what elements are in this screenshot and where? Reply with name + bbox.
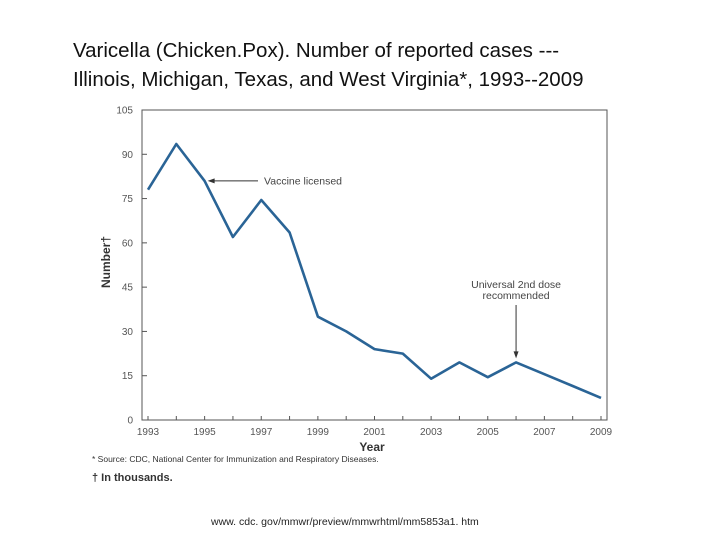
x-tick-label: 2005: [477, 427, 500, 438]
x-axis-title: Year: [359, 440, 385, 454]
y-tick-label: 75: [122, 194, 134, 205]
x-axis-ticks: 1993 1995 1997 1999 2001 2003 2005 2007 2009: [137, 416, 613, 438]
annotation-vaccine-licensed: Vaccine licensed: [207, 175, 342, 187]
x-tick-label: 2003: [420, 427, 443, 438]
y-tick-label: 15: [122, 371, 134, 382]
x-tick-label: 1993: [137, 427, 160, 438]
annotation-arrowhead: [513, 351, 519, 359]
y-tick-label: 60: [122, 238, 134, 249]
x-tick-label: 2001: [363, 427, 386, 438]
x-tick-label: 1995: [194, 427, 217, 438]
y-tick-label: 0: [127, 416, 133, 427]
annotation-second-dose: Universal 2nd dose recommended: [471, 279, 561, 359]
annotation-label: Vaccine licensed: [264, 175, 342, 187]
footnote-units: † In thousands.: [92, 472, 173, 484]
y-tick-label: 90: [122, 150, 134, 161]
source-url: www. cdc. gov/mmwr/preview/mmwrhtml/mm58…: [211, 516, 479, 528]
y-tick-label: 30: [122, 327, 134, 338]
annotation-label-line-1: Universal 2nd dose: [471, 279, 561, 291]
footnote-source: * Source: CDC, National Center for Immun…: [92, 454, 379, 464]
slide-title-line-2: Illinois, Michigan, Texas, and West Virg…: [73, 68, 584, 91]
x-tick-label: 2009: [590, 427, 613, 438]
x-tick-label: 1999: [307, 427, 330, 438]
y-tick-label: 105: [116, 106, 133, 117]
annotation-label-line-2: recommended: [483, 290, 550, 302]
plot-frame: [141, 109, 608, 421]
x-tick-label: 2007: [533, 427, 556, 438]
cases-series-line: [146, 142, 602, 400]
slide-title-line-1: Varicella (Chicken.Pox). Number of repor…: [73, 39, 560, 62]
annotation-arrowhead: [207, 178, 215, 184]
x-tick-label: 1997: [250, 427, 273, 438]
y-axis-title: Number†: [99, 236, 113, 288]
slide-title: Varicella (Chicken.Pox). Number of repor…: [73, 36, 673, 94]
y-tick-label: 45: [122, 283, 134, 294]
y-axis-ticks: 0 15 30 45 60 75 90 105: [116, 106, 147, 427]
